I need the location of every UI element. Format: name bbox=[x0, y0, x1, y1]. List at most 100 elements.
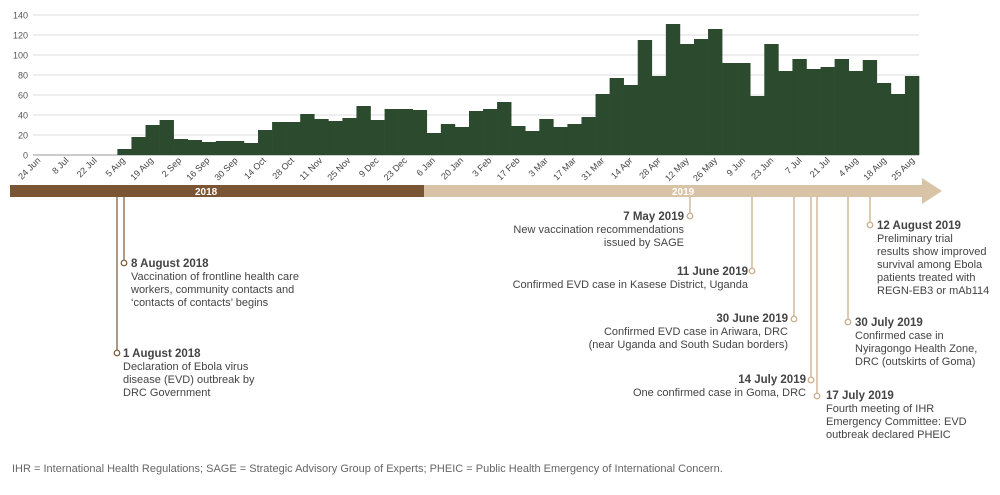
bar bbox=[468, 111, 484, 155]
bar bbox=[328, 121, 343, 155]
event-marker bbox=[113, 349, 121, 357]
x-tick-label: 14 Oct bbox=[242, 155, 268, 181]
event-text: Preliminary trial results show improved … bbox=[877, 233, 990, 297]
x-tick-label: 22 Jul bbox=[75, 155, 99, 179]
x-tick-label: 14 Apr bbox=[609, 155, 634, 180]
x-tick-label: 9 Dec bbox=[357, 155, 381, 179]
bar bbox=[750, 96, 765, 155]
bar bbox=[890, 94, 906, 155]
bar bbox=[511, 126, 526, 155]
bar bbox=[412, 110, 428, 155]
bar bbox=[300, 114, 315, 155]
x-tick-label: 17 Feb bbox=[495, 155, 522, 182]
x-tick-label: 31 Mar bbox=[579, 155, 606, 182]
event-text: New vaccination recommendations issued b… bbox=[513, 224, 684, 249]
event-text: Vaccination of frontline health care wor… bbox=[131, 271, 299, 309]
event-text: Fourth meeting of IHR Emergency Committe… bbox=[826, 403, 967, 441]
bar bbox=[173, 139, 188, 155]
event-date: 17 July 2019 bbox=[826, 390, 894, 402]
bar bbox=[483, 109, 498, 155]
bar bbox=[454, 127, 470, 155]
bar bbox=[201, 142, 217, 155]
bar bbox=[187, 140, 203, 155]
bar bbox=[708, 29, 723, 155]
event-date: 1 August 2018 bbox=[123, 348, 201, 360]
bar bbox=[651, 76, 667, 155]
bar bbox=[581, 117, 596, 155]
x-tick-label: 2 Sep bbox=[160, 155, 184, 179]
timeline-arrowhead bbox=[922, 178, 942, 204]
bar bbox=[904, 76, 920, 155]
x-tick-label: 3 Mar bbox=[527, 155, 550, 178]
bar bbox=[693, 39, 709, 155]
event-marker bbox=[844, 318, 852, 326]
y-tick-label: 20 bbox=[18, 131, 28, 141]
y-tick-label: 80 bbox=[18, 71, 28, 81]
bar bbox=[497, 102, 512, 155]
x-tick-label: 7 Jul bbox=[783, 155, 804, 176]
x-tick-label: 12 May bbox=[663, 155, 691, 183]
bar bbox=[778, 71, 793, 155]
event-14-jul-2019: 14 July 2019 One confirmed case in Goma,… bbox=[606, 374, 806, 400]
bar bbox=[834, 59, 849, 155]
x-tick-label: 9 Jun bbox=[725, 155, 748, 178]
event-8-aug-2018: 8 August 2018 Vaccination of frontline h… bbox=[131, 258, 341, 310]
bar bbox=[356, 106, 371, 155]
event-text: Confirmed EVD case in Ariwara, DRC (near… bbox=[588, 326, 788, 351]
bar bbox=[876, 83, 892, 155]
bar bbox=[820, 67, 835, 155]
bar bbox=[736, 63, 751, 155]
event-date: 30 June 2019 bbox=[716, 313, 788, 325]
event-marker bbox=[686, 212, 694, 220]
year-2018-label: 2018 bbox=[195, 187, 218, 198]
event-marker bbox=[866, 221, 874, 229]
bar bbox=[215, 141, 231, 155]
bar bbox=[229, 141, 245, 155]
bar bbox=[243, 143, 259, 155]
event-marker bbox=[748, 267, 756, 275]
y-tick-label: 100 bbox=[13, 51, 28, 61]
bar bbox=[862, 60, 878, 155]
event-7-may-2019: 7 May 2019 New vaccination recommendatio… bbox=[484, 211, 684, 250]
bar bbox=[370, 120, 385, 155]
bar bbox=[272, 122, 287, 155]
event-date: 30 July 2019 bbox=[855, 317, 923, 329]
bar bbox=[440, 124, 456, 155]
bar bbox=[525, 131, 540, 155]
event-30-jul-2019: 30 July 2019 Confirmed case in Nyiragong… bbox=[855, 317, 995, 369]
bar bbox=[806, 69, 821, 155]
x-tick-label: 21 Jul bbox=[808, 155, 832, 179]
bar bbox=[398, 109, 414, 155]
y-tick-label: 60 bbox=[18, 91, 28, 101]
event-1-aug-2018: 1 August 2018 Declaration of Ebola virus… bbox=[123, 348, 283, 400]
event-marker bbox=[813, 392, 821, 400]
bar bbox=[159, 120, 174, 155]
x-tick-label: 17 Mar bbox=[551, 155, 578, 182]
event-date: 14 July 2019 bbox=[738, 374, 806, 386]
bar bbox=[539, 119, 554, 155]
event-text: One confirmed case in Goma, DRC bbox=[632, 387, 806, 399]
footnote: IHR = International Health Regulations; … bbox=[12, 463, 723, 475]
bar bbox=[595, 94, 610, 155]
x-tick-label: 11 Nov bbox=[298, 155, 325, 182]
bar bbox=[848, 71, 864, 155]
bar bbox=[764, 44, 779, 155]
timeline-band-2019 bbox=[424, 185, 924, 197]
event-text: Confirmed case in Nyiragongo Health Zone… bbox=[855, 330, 978, 368]
x-tick-label: 20 Jan bbox=[439, 155, 465, 181]
bar bbox=[665, 24, 681, 155]
x-tick-label: 23 Jun bbox=[749, 155, 775, 181]
bar bbox=[145, 125, 160, 155]
bar bbox=[679, 44, 695, 155]
x-tick-label: 24 Jun bbox=[16, 155, 42, 181]
x-tick-label: 19 Aug bbox=[128, 155, 155, 182]
x-tick-label: 25 Nov bbox=[325, 155, 353, 183]
event-17-jul-2019: 17 July 2019 Fourth meeting of IHR Emerg… bbox=[826, 390, 996, 442]
x-tick-label: 4 Aug bbox=[837, 155, 860, 178]
event-marker bbox=[807, 376, 815, 384]
year-2019-label: 2019 bbox=[672, 187, 695, 198]
bar bbox=[637, 40, 653, 155]
bar bbox=[722, 63, 737, 155]
x-tick-label: 23 Dec bbox=[382, 155, 410, 183]
